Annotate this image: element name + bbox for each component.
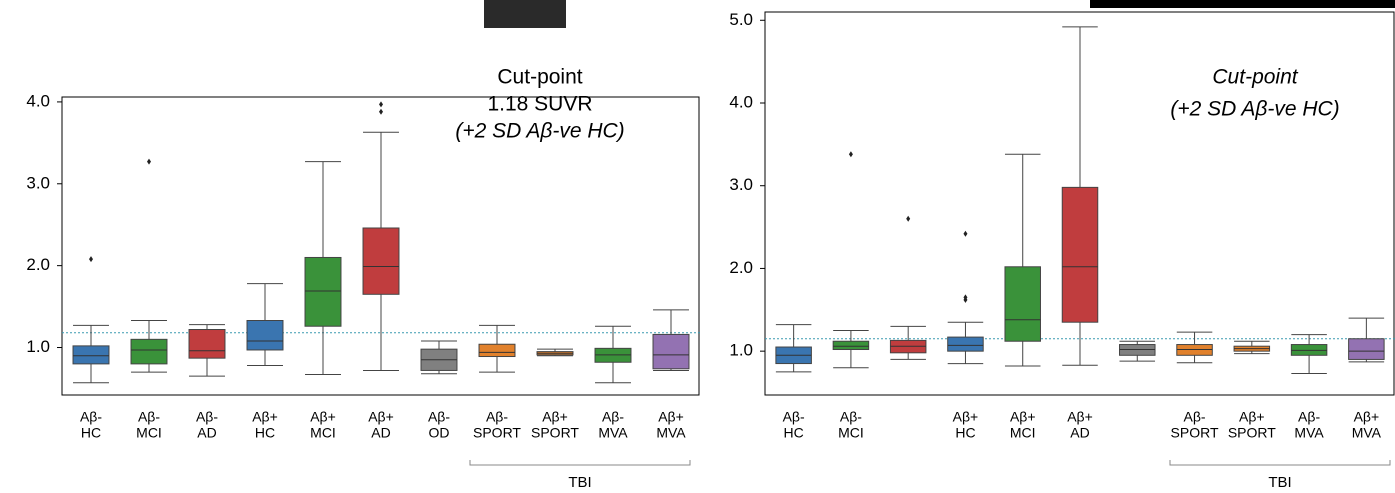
x-tick-label: MCI xyxy=(136,425,162,441)
outlier xyxy=(379,101,383,107)
group-label: TBI xyxy=(1268,474,1291,491)
x-tick-label: Aβ- xyxy=(602,409,624,425)
x-tick-label: Aβ- xyxy=(1298,409,1320,425)
brain-thumbnail xyxy=(484,0,566,28)
box xyxy=(131,339,167,364)
x-tick-label: MCI xyxy=(310,425,336,441)
box xyxy=(73,346,109,364)
box xyxy=(479,344,515,356)
box xyxy=(833,341,869,349)
page: 1.02.03.04.0Aβ-HCAβ-MCIAβ-ADAβ+HCAβ+MCIA… xyxy=(0,0,1395,493)
x-tick-label: AD xyxy=(197,425,216,441)
x-tick-label: SPORT xyxy=(1171,425,1219,441)
x-tick-label: MCI xyxy=(1010,425,1036,441)
y-tick-label: 1.0 xyxy=(26,337,50,356)
y-tick-label: 5.0 xyxy=(729,10,753,29)
y-tick-label: 3.0 xyxy=(26,173,50,192)
outlier xyxy=(906,216,910,222)
x-tick-label: MVA xyxy=(1352,425,1382,441)
group-bracket xyxy=(470,460,690,465)
box xyxy=(1062,187,1098,322)
x-tick-label: MVA xyxy=(598,425,628,441)
x-tick-label: HC xyxy=(255,425,275,441)
x-tick-label: Aβ- xyxy=(196,409,218,425)
x-tick-label: SPORT xyxy=(531,425,579,441)
x-tick-label: Aβ- xyxy=(138,409,160,425)
figure: 1.02.03.04.0Aβ-HCAβ-MCIAβ-ADAβ+HCAβ+MCIA… xyxy=(0,0,1395,493)
x-tick-label: MVA xyxy=(1294,425,1324,441)
box xyxy=(189,330,225,359)
x-tick-label: Aβ+ xyxy=(1239,409,1265,425)
annotation: Cut-point xyxy=(497,66,582,89)
outlier xyxy=(147,159,151,165)
x-tick-label: Aβ+ xyxy=(252,409,278,425)
x-tick-label: MVA xyxy=(656,425,686,441)
box xyxy=(305,257,341,326)
box xyxy=(1349,339,1385,360)
x-tick-label: SPORT xyxy=(473,425,521,441)
group-label: TBI xyxy=(568,474,591,491)
x-tick-label: Aβ- xyxy=(1184,409,1206,425)
y-tick-label: 2.0 xyxy=(26,255,50,274)
outlier xyxy=(379,109,383,115)
box xyxy=(948,337,984,351)
x-tick-label: Aβ+ xyxy=(368,409,394,425)
y-tick-label: 3.0 xyxy=(729,175,753,194)
x-tick-label: Aβ- xyxy=(428,409,450,425)
box xyxy=(1005,267,1041,341)
x-tick-label: Aβ- xyxy=(840,409,862,425)
group-bracket xyxy=(1170,460,1390,465)
annotation: (+2 SD Aβ-ve HC) xyxy=(1170,98,1339,121)
x-tick-label: Aβ- xyxy=(80,409,102,425)
x-tick-label: AD xyxy=(1070,425,1089,441)
y-tick-label: 2.0 xyxy=(729,258,753,277)
x-tick-label: Aβ- xyxy=(486,409,508,425)
x-tick-label: SPORT xyxy=(1228,425,1276,441)
x-tick-label: Aβ+ xyxy=(658,409,684,425)
box xyxy=(363,228,399,294)
outlier xyxy=(963,231,967,237)
x-tick-label: AD xyxy=(371,425,390,441)
x-tick-label: Aβ- xyxy=(783,409,805,425)
y-tick-label: 4.0 xyxy=(729,92,753,111)
x-tick-label: Aβ+ xyxy=(1067,409,1093,425)
x-tick-label: MCI xyxy=(838,425,864,441)
box xyxy=(247,321,283,350)
image-strip xyxy=(1090,0,1395,8)
x-tick-label: OD xyxy=(429,425,450,441)
x-tick-label: HC xyxy=(955,425,975,441)
x-tick-label: HC xyxy=(81,425,101,441)
x-tick-label: HC xyxy=(784,425,804,441)
outlier xyxy=(89,256,93,262)
x-tick-label: Aβ+ xyxy=(1010,409,1036,425)
y-tick-label: 4.0 xyxy=(26,91,50,110)
y-tick-label: 1.0 xyxy=(729,341,753,360)
x-tick-label: Aβ+ xyxy=(953,409,979,425)
box xyxy=(653,334,689,368)
annotation: Cut-point xyxy=(1212,66,1298,89)
annotation: (+2 SD Aβ-ve HC) xyxy=(455,120,624,143)
x-tick-label: Aβ+ xyxy=(1354,409,1380,425)
annotation: 1.18 SUVR xyxy=(487,93,592,116)
x-tick-label: Aβ+ xyxy=(310,409,336,425)
outlier xyxy=(849,151,853,157)
x-tick-label: Aβ+ xyxy=(542,409,568,425)
